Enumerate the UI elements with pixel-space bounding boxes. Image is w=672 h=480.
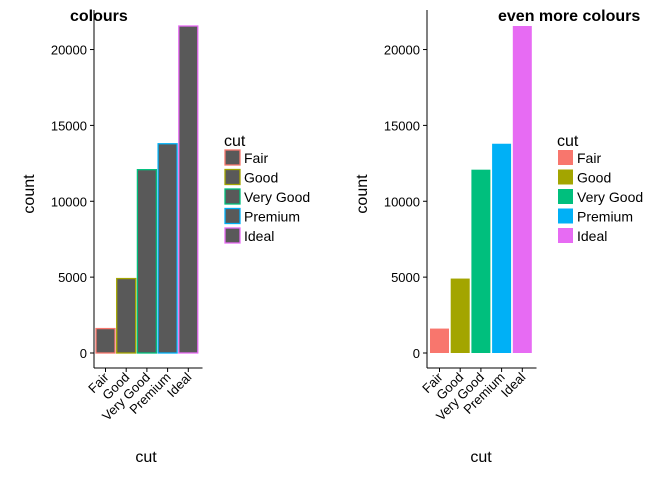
- chart-title: colours: [70, 8, 128, 25]
- legend-label-good: Good: [577, 170, 611, 186]
- y-tick-label: 20000: [51, 43, 87, 58]
- y-tick-label: 0: [80, 346, 87, 361]
- legend-label-very-good: Very Good: [244, 189, 310, 205]
- y-tick-label: 0: [413, 346, 420, 361]
- legend-key-fair: [224, 149, 241, 166]
- y-axis-title: count: [21, 174, 38, 214]
- legend-label-premium: Premium: [577, 209, 633, 225]
- y-tick-label: 15000: [384, 118, 420, 133]
- y-axis-title: count: [354, 174, 371, 214]
- legend-label-fair: Fair: [244, 150, 268, 166]
- legend-key-good: [224, 168, 241, 186]
- bar-ideal: [512, 26, 532, 353]
- legend-title: cut: [224, 133, 246, 150]
- bar-good: [116, 277, 137, 354]
- bar-premium: [157, 143, 178, 354]
- legend-label-very-good: Very Good: [577, 189, 643, 205]
- x-axis-title: cut: [470, 449, 492, 466]
- y-tick-label: 10000: [384, 194, 420, 209]
- legend-key-very-good: [558, 189, 573, 204]
- legend-label-ideal: Ideal: [577, 228, 607, 244]
- legend-label-good: Good: [244, 170, 278, 186]
- legend-label-premium: Premium: [244, 209, 300, 225]
- y-tick-label: 20000: [384, 43, 420, 58]
- y-tick-label: 15000: [51, 118, 87, 133]
- y-tick-label: 10000: [51, 194, 87, 209]
- legend-title: cut: [557, 133, 579, 150]
- bar-fair: [95, 327, 116, 354]
- legend-key-ideal: [224, 227, 241, 244]
- left-chart-panel: colours 0 5000 10000 15000 20000 Fair Good Very …: [21, 8, 310, 466]
- legend-key-premium: [224, 207, 241, 225]
- legend-key-premium: [558, 208, 573, 224]
- legend-key-very-good: [224, 188, 241, 205]
- bar-good: [450, 278, 470, 353]
- legend-key-fair: [558, 150, 573, 165]
- bar-ideal: [178, 25, 199, 354]
- x-tick-label-ideal: Ideal: [164, 369, 195, 400]
- y-tick-label: 5000: [58, 270, 87, 285]
- bar-very-good: [136, 169, 158, 354]
- legend-label-fair: Fair: [577, 150, 601, 166]
- bar-very-good: [471, 169, 491, 353]
- bar-fair: [430, 328, 449, 353]
- legend-label-ideal: Ideal: [244, 228, 274, 244]
- legend-key-good: [558, 169, 573, 185]
- legend-key-ideal: [558, 228, 573, 243]
- y-tick-label: 5000: [391, 270, 420, 285]
- bar-premium: [492, 143, 512, 353]
- chart-title: even more colours: [498, 8, 640, 25]
- x-tick-label-ideal: Ideal: [498, 369, 529, 400]
- right-chart-panel: even more colours 0 5000 10000 15000 20000 Fai…: [354, 8, 643, 466]
- x-axis-title: cut: [135, 449, 157, 466]
